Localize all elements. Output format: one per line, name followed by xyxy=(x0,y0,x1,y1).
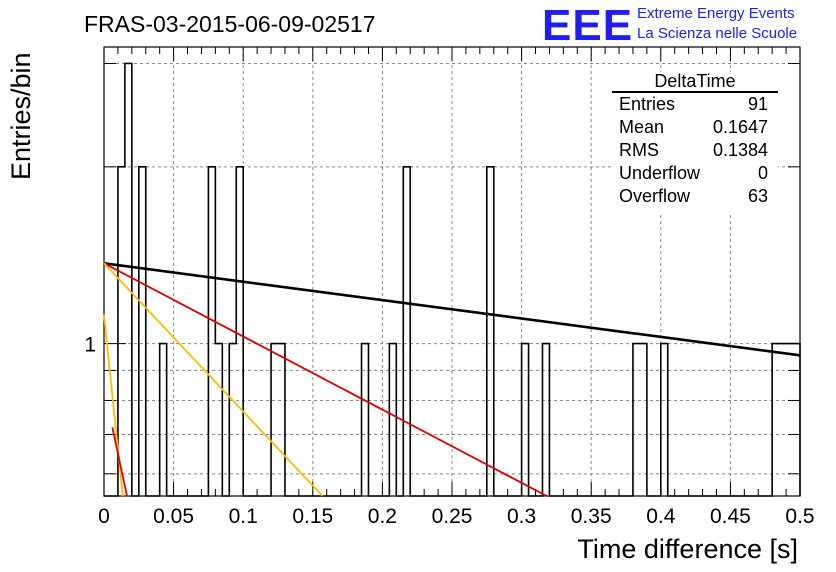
fit-line xyxy=(103,262,801,357)
stats-label-mean: Mean xyxy=(619,117,664,137)
stats-value-overflow: 63 xyxy=(748,186,768,206)
logo-line-1: Extreme Energy Events xyxy=(637,5,795,22)
stats-value-rms: 0.1384 xyxy=(713,140,768,160)
histogram-bin xyxy=(118,167,125,496)
stats-box-background xyxy=(612,72,778,212)
y-axis-label: Entries/bin xyxy=(6,52,36,180)
histogram-bin xyxy=(779,344,786,496)
histogram-bin xyxy=(522,344,529,496)
histogram-bin xyxy=(389,344,396,496)
histogram-bin xyxy=(640,344,647,496)
x-tick-label: 0.35 xyxy=(571,505,612,528)
histogram-bin xyxy=(487,167,494,496)
x-tick-label: 0.2 xyxy=(368,505,397,528)
histogram-bin xyxy=(208,167,215,496)
fit-line xyxy=(111,427,128,497)
stats-label-entries: Entries xyxy=(619,94,675,114)
histogram-bin xyxy=(160,344,167,496)
histogram-bin xyxy=(362,344,369,496)
x-tick-label: 0.1 xyxy=(229,505,258,528)
histogram-outline xyxy=(104,62,801,497)
histogram-bin xyxy=(403,167,410,496)
histogram-bin xyxy=(633,344,640,496)
axis-ticks xyxy=(103,47,801,496)
histogram-bin xyxy=(772,344,779,496)
histogram-bin xyxy=(793,344,800,496)
x-tick-label: 0.5 xyxy=(785,505,814,528)
stats-title: DeltaTime xyxy=(654,71,735,91)
stats-value-mean: 0.1647 xyxy=(713,117,768,137)
histogram-bin xyxy=(139,167,146,496)
histogram xyxy=(104,62,801,497)
x-tick-label: 0.25 xyxy=(432,505,473,528)
fit-line xyxy=(103,262,548,497)
histogram-bin xyxy=(215,344,222,496)
histogram-bin xyxy=(661,344,668,496)
stats-label-overflow: Overflow xyxy=(619,186,691,206)
histogram-bin xyxy=(229,344,236,496)
histogram-bin xyxy=(542,344,549,496)
tick-labels: 0 0.05 0.1 0.15 0.2 0.25 0.3 0.35 0.4 0.45 0.5 1 xyxy=(84,334,814,528)
chart-title: FRAS-03-2015-06-09-02517 xyxy=(84,11,376,37)
logo-line-2: La Scienza nelle Scuole xyxy=(637,25,797,42)
eee-logo: EEE xyxy=(542,1,633,50)
x-axis-label: Time difference [s] xyxy=(577,534,798,564)
fit-lines xyxy=(103,262,801,497)
x-tick-label: 0.3 xyxy=(507,505,536,528)
fit-line xyxy=(103,314,124,497)
x-tick-label: 0.45 xyxy=(710,505,751,528)
stats-value-underflow: 0 xyxy=(758,163,768,183)
stats-label-rms: RMS xyxy=(619,140,659,160)
histogram-bin xyxy=(278,344,285,496)
histogram-bin xyxy=(786,344,793,496)
x-tick-label: 0 xyxy=(98,505,110,528)
histogram-bin xyxy=(271,344,278,496)
histogram-bin xyxy=(125,63,132,496)
histogram-bin xyxy=(236,167,243,496)
stats-label-underflow: Underflow xyxy=(619,163,701,183)
stats-value-entries: 91 xyxy=(748,94,768,114)
stats-box: DeltaTime Entries 91 Mean 0.1647 RMS 0.1… xyxy=(612,71,778,212)
x-tick-label: 0.05 xyxy=(153,505,194,528)
x-tick-label: 0.15 xyxy=(292,505,333,528)
x-tick-label: 0.4 xyxy=(646,505,676,528)
y-tick-label: 1 xyxy=(84,334,96,357)
fit-line xyxy=(103,262,324,497)
